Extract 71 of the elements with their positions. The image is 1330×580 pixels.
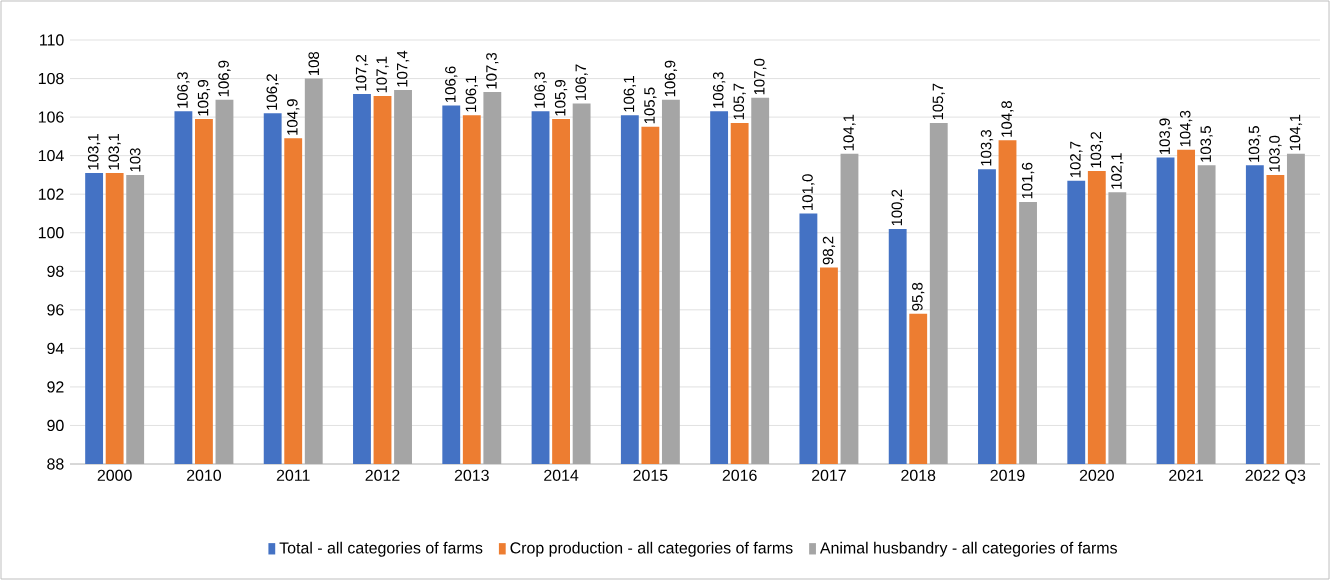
data-label: 105,9 [554, 79, 568, 116]
data-label: 107,2 [355, 54, 369, 91]
y-tick-label: 92 [47, 381, 64, 393]
data-label: 108 [308, 51, 320, 76]
legend-label: Animal husbandry - all categories of farms [819, 541, 1117, 557]
x-tick-label: 2022 Q3 [1245, 469, 1306, 484]
y-tick-label: 102 [38, 188, 64, 200]
data-label: 95,8 [912, 282, 925, 311]
data-label: 104,1 [843, 114, 856, 151]
data-label: 103,5 [1200, 126, 1213, 162]
x-tick-label: 2021 [1169, 469, 1204, 481]
data-label: 106,7 [575, 64, 588, 101]
data-label: 104,8 [1001, 101, 1014, 137]
data-label: 103,9 [1159, 118, 1172, 155]
data-label: 103,0 [1269, 135, 1282, 172]
y-tick-label: 104 [38, 150, 64, 162]
data-label: 107,0 [754, 58, 767, 95]
x-tick-label: 2020 [1079, 469, 1114, 481]
data-label: 98,2 [822, 236, 836, 265]
x-tick-label: 2013 [454, 469, 489, 481]
y-tick-label: 110 [40, 34, 64, 46]
data-label: 104,9 [287, 99, 300, 135]
data-label: 106,9 [664, 60, 678, 97]
data-label: 105,5 [644, 87, 657, 124]
data-label: 106,6 [445, 66, 458, 103]
y-tick-label: 98 [47, 265, 64, 277]
legend-label: Total - all categories of farms [279, 541, 483, 557]
data-label: 104,3 [1179, 110, 1193, 147]
x-tick-label: 2016 [722, 469, 757, 481]
data-label: 106,3 [712, 72, 726, 108]
data-label: 106,1 [465, 76, 478, 112]
data-label: 106,3 [177, 72, 190, 108]
data-label: 103,1 [108, 133, 121, 170]
data-label: 105,7 [932, 83, 945, 120]
x-tick-label: 2000 [97, 469, 132, 481]
y-tick-label: 96 [47, 304, 64, 316]
y-tick-label: 94 [47, 342, 64, 355]
x-tick-label: 2012 [365, 469, 400, 481]
data-label: 102,7 [1070, 141, 1083, 178]
data-label: 103,2 [1090, 132, 1103, 168]
data-label: 103,3 [980, 130, 994, 166]
data-label: 103,1 [87, 133, 101, 170]
data-label: 100,2 [891, 189, 904, 226]
data-label: 102,1 [1111, 153, 1124, 189]
data-label: 105,9 [197, 79, 211, 116]
data-label: 106,3 [534, 72, 547, 108]
data-label: 101,0 [802, 174, 815, 210]
data-label: 106,9 [218, 60, 231, 97]
x-tick-label: 2014 [544, 469, 579, 481]
x-tick-label: 2015 [633, 469, 668, 481]
data-label: 105,7 [733, 83, 746, 120]
data-label: 106,1 [623, 76, 636, 112]
data-label: 106,2 [266, 74, 279, 110]
y-tick-label: 108 [38, 72, 64, 85]
data-label: 107,3 [486, 52, 499, 89]
legend-label: Crop production - all categories of farms [510, 541, 793, 557]
y-tick-label: 90 [47, 419, 64, 432]
data-label: 103 [129, 148, 141, 172]
x-tick-label: 2017 [812, 469, 846, 481]
x-tick-label: 2011 [276, 469, 310, 481]
x-tick-label: 2018 [901, 469, 936, 481]
y-tick-label: 100 [38, 227, 64, 239]
y-tick-label: 88 [47, 458, 64, 470]
x-tick-label: 2019 [990, 469, 1025, 481]
data-label: 104,1 [1289, 114, 1303, 151]
data-label: 103,5 [1248, 126, 1261, 162]
x-tick-label: 2010 [187, 469, 222, 481]
data-label: 107,4 [396, 50, 410, 87]
data-label: 107,1 [376, 56, 389, 93]
data-label: 101,6 [1021, 162, 1035, 199]
y-tick-label: 106 [38, 111, 64, 123]
